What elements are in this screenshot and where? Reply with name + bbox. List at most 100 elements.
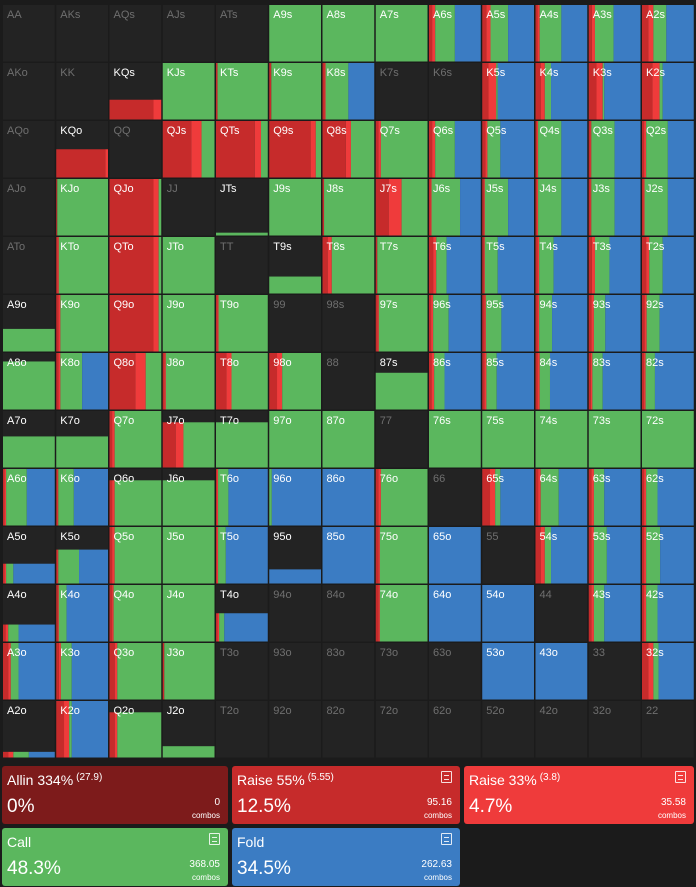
hand-cell[interactable]: 66: [429, 469, 481, 526]
hand-cell[interactable]: KTs: [216, 63, 268, 120]
hand-cell[interactable]: Q7o: [109, 411, 162, 468]
hand-cell[interactable]: J7s: [375, 179, 428, 236]
hand-cell[interactable]: 93o: [269, 643, 321, 700]
hand-cell[interactable]: Q4s: [535, 121, 588, 178]
hand-cell[interactable]: Q3s: [588, 121, 641, 178]
hand-cell[interactable]: Q5s: [482, 121, 534, 178]
hand-cell[interactable]: A9s: [269, 5, 321, 62]
hand-cell[interactable]: 72o: [375, 701, 428, 758]
hand-cell[interactable]: Q9s: [269, 121, 321, 178]
hand-cell[interactable]: 83s: [588, 353, 641, 410]
hand-cell[interactable]: K5s: [482, 63, 534, 120]
hand-cell[interactable]: K6o: [56, 469, 108, 526]
hand-cell[interactable]: 85o: [322, 527, 375, 584]
hand-cell[interactable]: K9o: [56, 295, 108, 352]
hand-cell[interactable]: QJs: [162, 121, 215, 178]
hand-cell[interactable]: KQs: [109, 63, 162, 120]
hand-cell[interactable]: K2s: [642, 63, 694, 120]
action-panel[interactable]: Raise 55% (5.55) 12.5% 95.16 combos: [232, 766, 460, 824]
hand-cell[interactable]: A5s: [482, 5, 534, 62]
hand-cell[interactable]: T7s: [375, 237, 428, 294]
hand-cell[interactable]: 54s: [535, 527, 588, 584]
hand-cell[interactable]: QJo: [109, 179, 162, 236]
hand-cell[interactable]: J5o: [162, 527, 215, 584]
action-panel[interactable]: Raise 33% (3.8) 4.7% 35.58 combos: [464, 766, 694, 824]
hand-cell[interactable]: AKs: [56, 5, 108, 62]
hand-cell[interactable]: 73o: [375, 643, 428, 700]
hand-cell[interactable]: 54o: [482, 585, 534, 642]
hand-cell[interactable]: Q8s: [322, 121, 375, 178]
hand-cell[interactable]: 73s: [588, 411, 641, 468]
hand-cell[interactable]: AJs: [162, 5, 215, 62]
hand-cell[interactable]: 94s: [535, 295, 588, 352]
hand-cell[interactable]: J3o: [162, 643, 215, 700]
hand-cell[interactable]: J8o: [162, 353, 215, 410]
hand-cell[interactable]: T9s: [269, 237, 321, 294]
hand-cell[interactable]: 84o: [322, 585, 375, 642]
hand-cell[interactable]: T8o: [216, 353, 268, 410]
hand-cell[interactable]: 84s: [535, 353, 588, 410]
hand-cell[interactable]: JJ: [162, 179, 215, 236]
hand-cell[interactable]: QTo: [109, 237, 162, 294]
hand-cell[interactable]: Q4o: [109, 585, 162, 642]
action-panel[interactable]: Allin 334% (27.9) 0% 0 combos: [2, 766, 228, 824]
hand-cell[interactable]: T3o: [216, 643, 268, 700]
hand-cell[interactable]: K4o: [56, 585, 108, 642]
hand-cell[interactable]: KJs: [162, 63, 215, 120]
hand-cell[interactable]: 33: [588, 643, 641, 700]
hand-cell[interactable]: 98o: [269, 353, 321, 410]
hand-cell[interactable]: ATs: [216, 5, 268, 62]
hand-cell[interactable]: T9o: [216, 295, 268, 352]
hand-cell[interactable]: 22: [642, 701, 694, 758]
hand-cell[interactable]: 42o: [535, 701, 588, 758]
hand-cell[interactable]: KK: [56, 63, 108, 120]
hand-cell[interactable]: Q6o: [109, 469, 162, 526]
hand-cell[interactable]: A3o: [3, 643, 55, 700]
hand-cell[interactable]: 63o: [429, 643, 481, 700]
hand-cell[interactable]: K2o: [56, 701, 108, 758]
action-panel[interactable]: Call 48.3% 368.05 combos: [2, 828, 228, 886]
hand-cell[interactable]: 82s: [642, 353, 694, 410]
hand-cell[interactable]: A7o: [3, 411, 55, 468]
hand-cell[interactable]: 64s: [535, 469, 588, 526]
hand-cell[interactable]: A5o: [3, 527, 55, 584]
hand-cell[interactable]: K3s: [588, 63, 641, 120]
hand-cell[interactable]: 62s: [642, 469, 694, 526]
hand-cell[interactable]: AKo: [3, 63, 55, 120]
hand-cell[interactable]: 43o: [535, 643, 588, 700]
hand-cell[interactable]: A2s: [642, 5, 694, 62]
hand-cell[interactable]: 95o: [269, 527, 321, 584]
hand-cell[interactable]: 92o: [269, 701, 321, 758]
hand-cell[interactable]: K4s: [535, 63, 588, 120]
hand-cell[interactable]: QTs: [216, 121, 268, 178]
hand-cell[interactable]: AQs: [109, 5, 162, 62]
hand-cell[interactable]: 97o: [269, 411, 321, 468]
hand-cell[interactable]: 76s: [429, 411, 481, 468]
hand-cell[interactable]: 94o: [269, 585, 321, 642]
hand-cell[interactable]: T2o: [216, 701, 268, 758]
hand-cell[interactable]: J6o: [162, 469, 215, 526]
hand-cell[interactable]: A2o: [3, 701, 55, 758]
hand-cell[interactable]: TT: [216, 237, 268, 294]
hand-cell[interactable]: 97s: [375, 295, 428, 352]
hand-cell[interactable]: JTo: [162, 237, 215, 294]
hand-cell[interactable]: T5o: [216, 527, 268, 584]
hand-cell[interactable]: Q2s: [642, 121, 694, 178]
hand-cell[interactable]: 74o: [375, 585, 428, 642]
hand-cell[interactable]: 52s: [642, 527, 694, 584]
hand-cell[interactable]: 42s: [642, 585, 694, 642]
hand-cell[interactable]: AJo: [3, 179, 55, 236]
hand-cell[interactable]: Q8o: [109, 353, 162, 410]
hand-cell[interactable]: J6s: [429, 179, 481, 236]
hand-cell[interactable]: 55: [482, 527, 534, 584]
hand-cell[interactable]: 82o: [322, 701, 375, 758]
hand-cell[interactable]: T6o: [216, 469, 268, 526]
hand-cell[interactable]: 32s: [642, 643, 694, 700]
hand-cell[interactable]: A7s: [375, 5, 428, 62]
hand-cell[interactable]: Q2o: [109, 701, 162, 758]
hand-cell[interactable]: 93s: [588, 295, 641, 352]
hand-cell[interactable]: KQo: [56, 121, 108, 178]
hand-cell[interactable]: T8s: [322, 237, 375, 294]
hand-cell[interactable]: T3s: [588, 237, 641, 294]
hand-cell[interactable]: 86o: [322, 469, 375, 526]
